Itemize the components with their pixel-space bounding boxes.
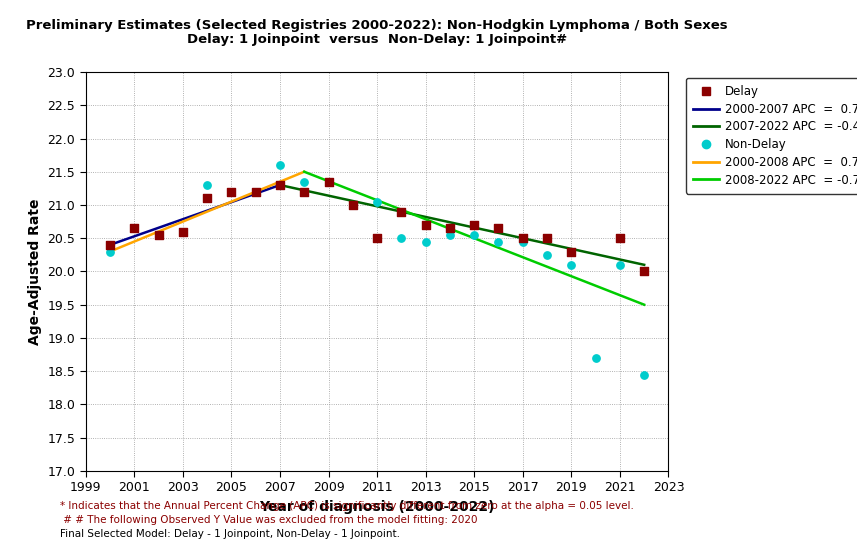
Point [492,224,506,233]
Point [613,234,626,243]
Point [443,224,457,233]
Point [516,234,530,243]
Point [419,220,433,229]
Point [273,161,287,170]
Point [467,230,481,239]
Text: Delay: 1 Joinpoint  versus  Non-Delay: 1 Joinpoint#: Delay: 1 Joinpoint versus Non-Delay: 1 J… [187,33,567,46]
Point [321,177,335,186]
Point [443,230,457,239]
Point [249,187,262,196]
Point [128,224,141,233]
Text: Preliminary Estimates (Selected Registries 2000-2022): Non-Hodgkin Lymphoma / Bo: Preliminary Estimates (Selected Registri… [27,19,728,32]
Point [565,247,578,256]
Point [516,237,530,246]
Point [152,230,165,239]
Point [225,187,238,196]
Point [297,177,311,186]
Point [346,201,360,209]
Point [176,227,189,236]
Y-axis label: Age-Adjusted Rate: Age-Adjusted Rate [28,198,42,345]
Point [394,234,408,243]
Point [394,207,408,216]
Point [589,353,602,362]
Legend: Delay, 2000-2007 APC  =  0.7*, 2007-2022 APC  = -0.4*, Non-Delay, 2000-2008 APC : Delay, 2000-2007 APC = 0.7*, 2007-2022 A… [686,78,857,194]
Point [492,237,506,246]
Point [152,230,165,239]
Point [225,187,238,196]
Point [321,177,335,186]
Point [419,237,433,246]
Point [370,234,384,243]
Point [638,267,651,276]
Point [613,260,626,269]
Point [540,234,554,243]
Point [176,227,189,236]
Point [467,220,481,229]
Point [103,247,117,256]
Text: # # The following Observed Y Value was excluded from the model fitting: 2020: # # The following Observed Y Value was e… [60,515,477,525]
Text: * Indicates that the Annual Percent Change (APC) is significantly different from: * Indicates that the Annual Percent Chan… [60,501,634,511]
Point [565,260,578,269]
Point [128,224,141,233]
Point [638,370,651,379]
Point [346,201,360,209]
Point [201,181,214,189]
Point [540,250,554,259]
Point [249,187,262,196]
Point [273,181,287,189]
Point [297,187,311,196]
Point [201,194,214,203]
Point [370,197,384,206]
Text: Final Selected Model: Delay - 1 Joinpoint, Non-Delay - 1 Joinpoint.: Final Selected Model: Delay - 1 Joinpoin… [60,529,400,539]
Point [103,240,117,249]
X-axis label: Year of diagnosis (2000-2022): Year of diagnosis (2000-2022) [260,500,494,514]
